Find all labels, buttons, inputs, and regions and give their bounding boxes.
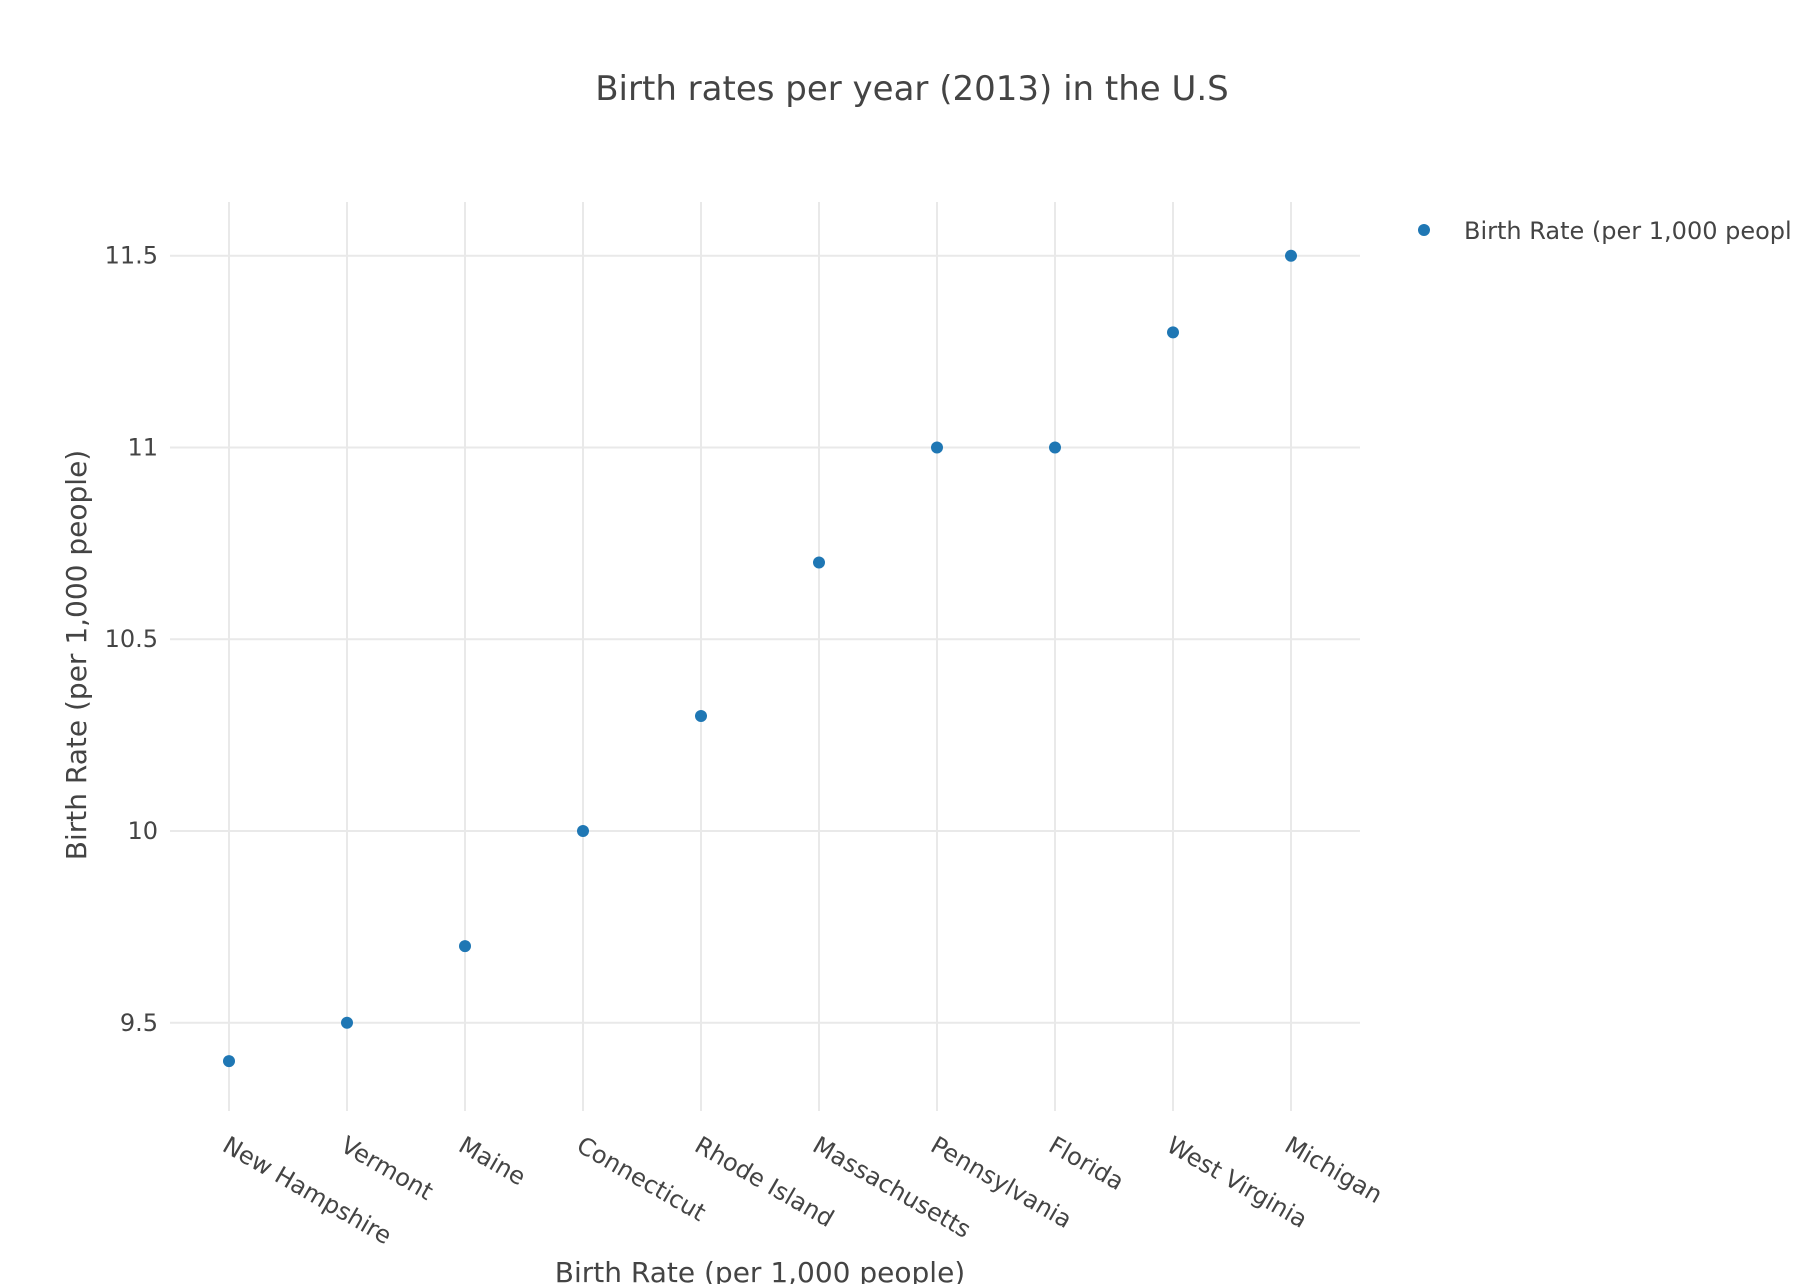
y-tick-label: 10 [127,817,158,845]
y-tick-label: 11.5 [105,242,158,270]
data-point[interactable] [813,556,825,569]
y-axis-ticks: 9.5 10 10.5 11 11.5 [105,242,158,1037]
x-tick-label: Maine [454,1131,530,1191]
legend-label: Birth Rate (per 1,000 peopl [1464,217,1792,245]
x-tick-label: Florida [1044,1131,1129,1196]
x-tick-label: Michigan [1280,1131,1387,1209]
chart-title: Birth rates per year (2013) in the U.S [595,69,1229,109]
data-point[interactable] [459,940,471,953]
data-point[interactable] [1167,326,1179,339]
data-point[interactable] [1049,441,1061,454]
y-tick-label: 11 [127,433,158,461]
data-points [223,249,1297,1068]
y-axis-title: Birth Rate (per 1,000 people) [60,450,93,860]
x-tick-label: Connecticut [572,1131,710,1227]
grid-lines [170,202,1360,1111]
data-point[interactable] [577,825,589,838]
data-point[interactable] [341,1016,353,1029]
data-point[interactable] [223,1055,235,1068]
data-point[interactable] [695,709,707,722]
legend-marker [1418,224,1430,236]
y-tick-label: 9.5 [120,1009,158,1037]
legend[interactable]: Birth Rate (per 1,000 peopl [1418,217,1792,245]
data-point[interactable] [1285,249,1297,262]
y-tick-label: 10.5 [105,625,158,653]
x-tick-label: Vermont [336,1131,438,1206]
x-axis-title: Birth Rate (per 1,000 people) [555,1256,965,1284]
data-point[interactable] [931,441,943,454]
